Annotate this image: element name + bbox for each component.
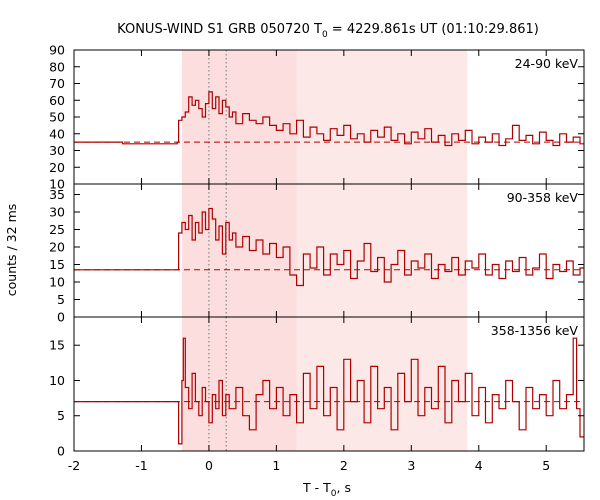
y-tick-label: 40 [49,126,65,141]
y-tick-label: 10 [49,373,65,388]
energy-band-label: 358-1356 keV [491,323,579,338]
x-tick-label: 2 [340,458,348,473]
chart-title: KONUS-WIND S1 GRB 050720 T0 = 4229.861s … [117,22,539,40]
x-tick-label: -2 [68,458,80,473]
x-tick-label: 0 [205,458,213,473]
y-axis-label: counts / 32 ms [4,204,19,297]
y-tick-label: 5 [57,292,65,307]
y-tick-label: 0 [57,444,65,459]
count-rate-series [74,91,584,147]
x-tick-label: 3 [407,458,415,473]
count-rate-series [74,337,584,445]
x-tick-label: -1 [135,458,147,473]
x-axis-label: T - T0, s [302,480,351,499]
energy-band-label: 24-90 keV [515,56,579,71]
y-tick-label: 20 [49,160,65,175]
y-tick-label: 15 [49,338,65,353]
y-tick-label: 10 [49,177,65,192]
y-tick-label: 0 [57,310,65,325]
y-tick-label: 25 [49,222,65,237]
energy-band-label: 90-358 keV [507,190,579,205]
x-tick-label: 4 [475,458,483,473]
y-tick-label: 10 [49,275,65,290]
x-axis-ticks: -2 -1 0 1 2 3 4 5 [68,458,550,473]
y-tick-label: 80 [49,59,65,74]
y-tick-label: 30 [49,143,65,158]
y-tick-label: 5 [57,408,65,423]
shaded-interval-2 [181,50,297,184]
y-tick-label: 15 [49,257,65,272]
y-tick-label: 70 [49,76,65,91]
y-tick-label: 50 [49,110,65,125]
y-tick-label: 20 [49,240,65,255]
x-tick-label: 1 [272,458,280,473]
shaded-interval-2 [181,317,297,451]
y-tick-label: 30 [49,205,65,220]
panel-3: 0 5 10 15 358-1356 keV [49,316,585,459]
shaded-interval-2 [181,184,297,317]
panel-frame [73,316,585,452]
y-tick-label: 35 [49,187,65,202]
y-tick-label: 60 [49,93,65,108]
count-rate-series [74,207,584,287]
x-tick-label: 5 [542,458,550,473]
panel-2: 0 5 10 15 20 25 30 35 90-358 keV [49,183,585,325]
y-tick-label: 90 [49,43,65,58]
